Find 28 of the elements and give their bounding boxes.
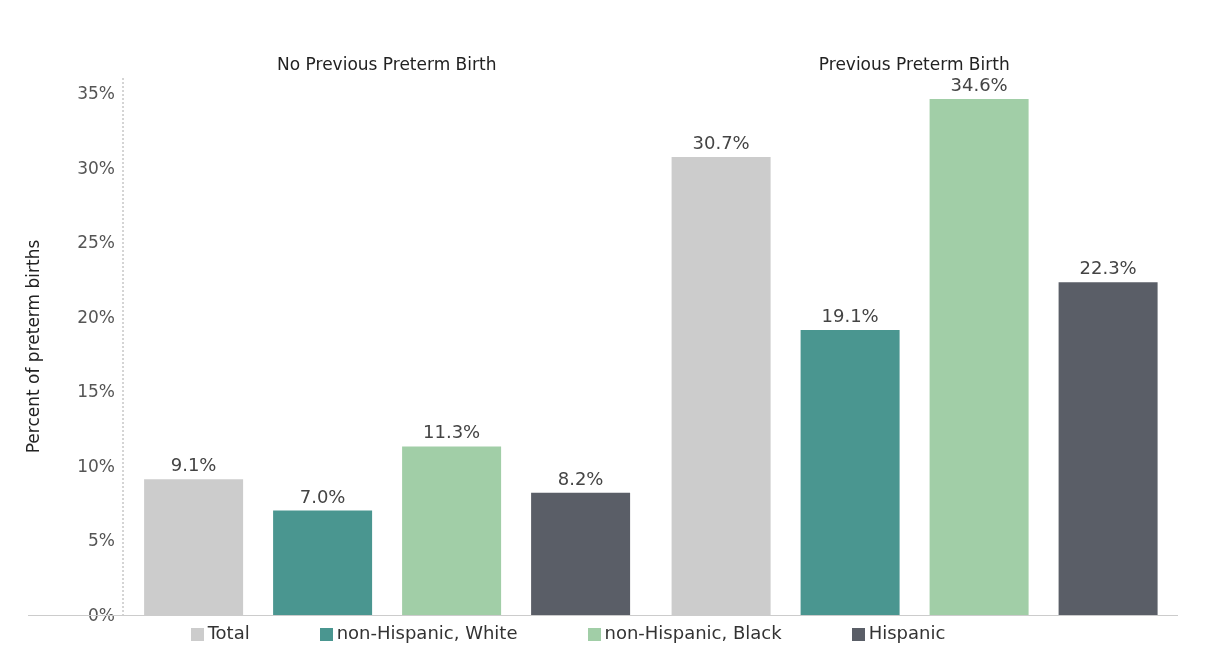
legend-label: Total [207,622,250,643]
y-tick-label: 25% [77,232,115,253]
data-label: 11.3% [423,421,481,443]
bar [402,446,502,615]
x-tick-label: No Previous Preterm Birth [277,54,497,74]
data-label: 34.6% [950,73,1008,95]
y-tick-label: 10% [77,455,115,476]
bar [800,330,900,615]
bar [929,98,1029,615]
y-tick-label: 5% [88,530,115,551]
y-tick-label: 20% [77,306,115,327]
y-tick-label: 15% [77,381,115,402]
legend-label: non-Hispanic, Black [604,622,782,643]
data-label: 9.1% [170,454,217,476]
y-tick-label: 30% [77,157,115,178]
data-label: 8.2% [557,467,604,489]
y-tick-label: 35% [77,82,115,103]
bar [1058,282,1158,615]
x-tick-label: Previous Preterm Birth [818,54,1010,74]
legend-label: Hispanic [868,622,946,643]
data-label: 19.1% [821,305,879,327]
data-label: 22.3% [1079,257,1137,279]
bar [531,492,631,615]
bar [273,510,373,615]
data-label: 7.0% [299,485,346,507]
data-label: 30.7% [692,132,750,154]
legend-label: non-Hispanic, White [336,622,518,643]
y-axis-title: Percent of preterm births [23,239,44,454]
